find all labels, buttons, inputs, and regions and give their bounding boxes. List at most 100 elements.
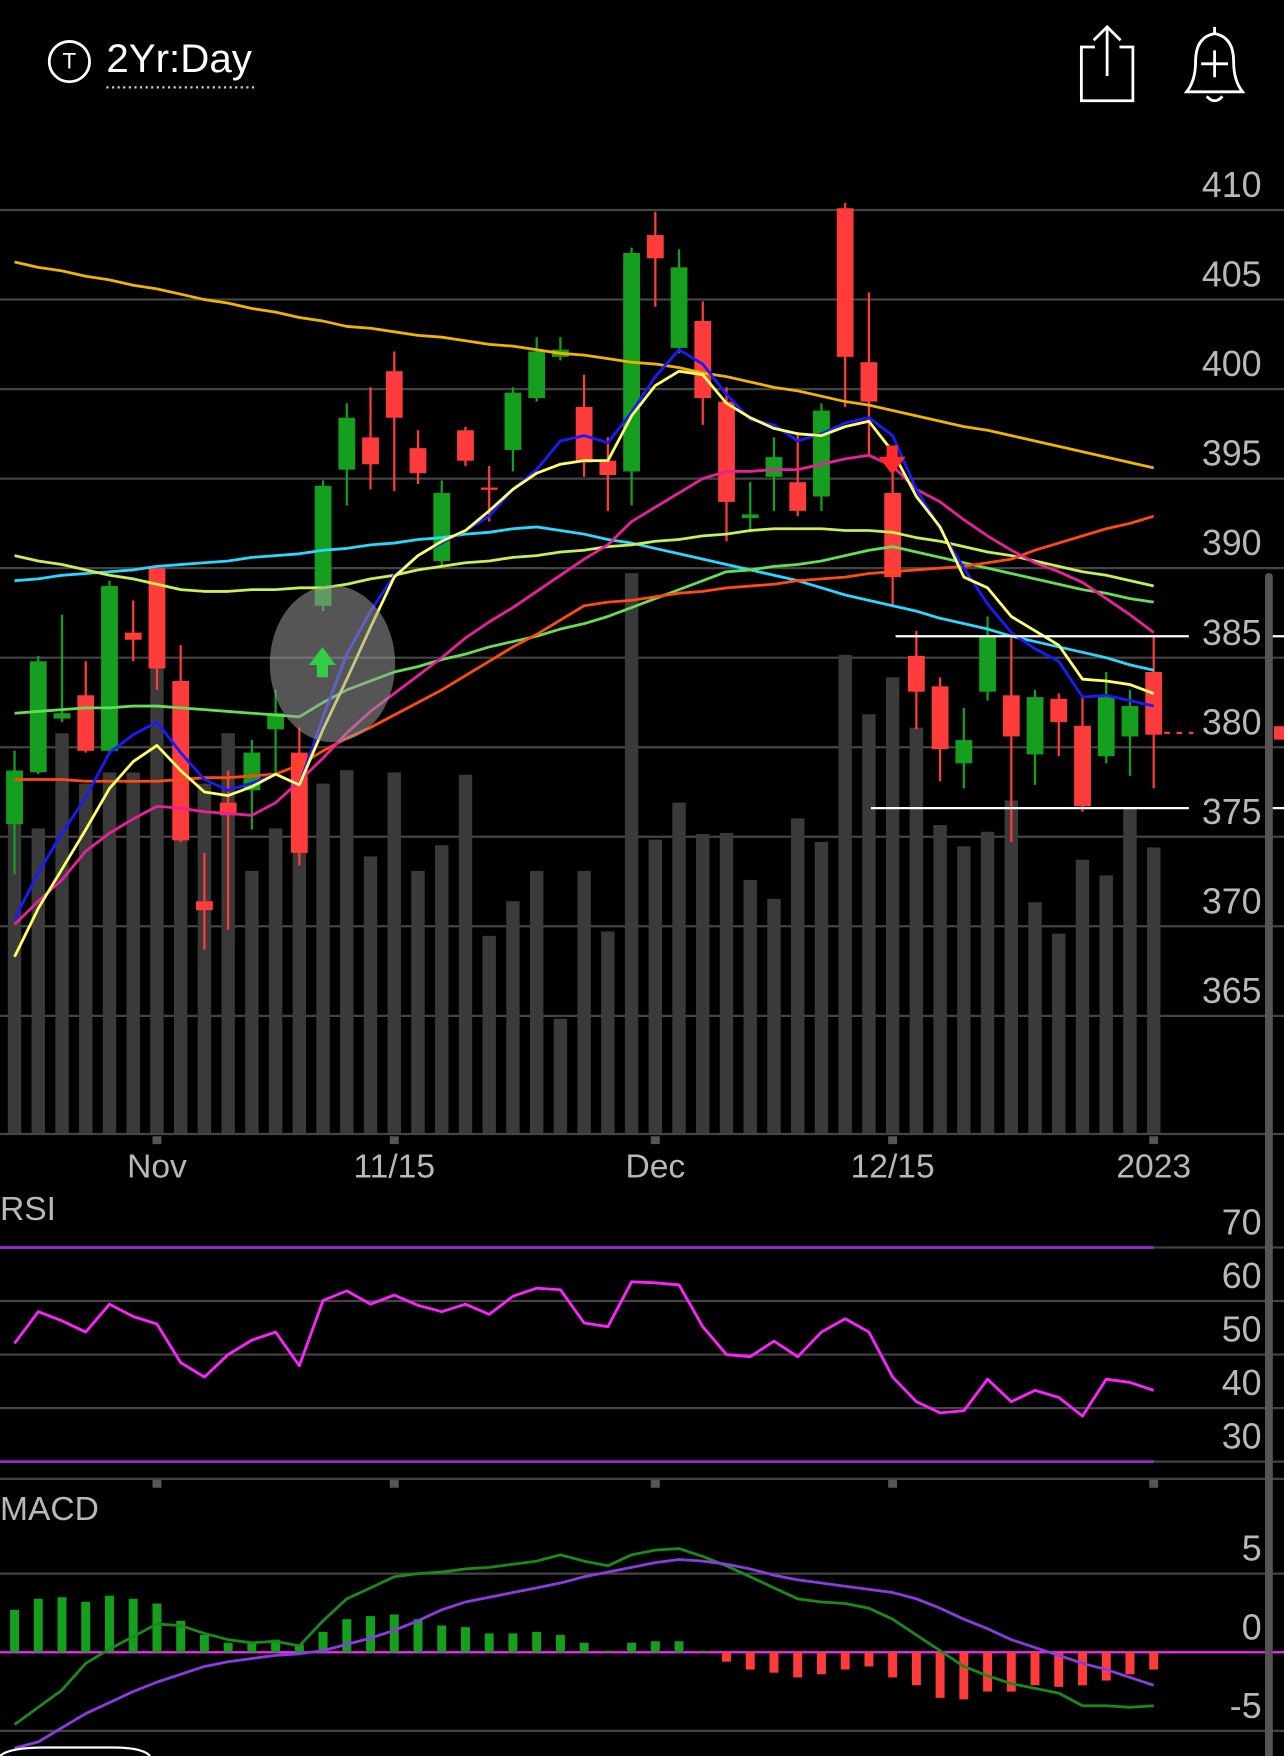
timeframe-title: 2Yr:Day	[106, 36, 252, 81]
x-tick-mark	[152, 1479, 162, 1488]
y-tick-label: 375	[1202, 792, 1262, 832]
macd-histogram-bar	[437, 1625, 447, 1653]
candle-body	[765, 457, 783, 477]
macd-histogram-bar	[579, 1642, 589, 1653]
macd-histogram-bar	[840, 1652, 850, 1670]
macd-histogram-bar	[81, 1601, 91, 1653]
last-price-marker	[1273, 726, 1284, 740]
macd-histogram-bar	[271, 1639, 281, 1653]
candle-body	[29, 661, 47, 773]
y-tick-label: 30	[1222, 1417, 1262, 1457]
candle-body	[504, 392, 522, 450]
macd-histogram-bar	[816, 1652, 826, 1675]
y-tick-label: 50	[1222, 1310, 1262, 1350]
volume-bar	[340, 770, 354, 1135]
x-tick-mark	[650, 1136, 660, 1145]
y-tick-label: 40	[1222, 1363, 1262, 1403]
candle-body	[979, 636, 996, 692]
candle-body	[789, 482, 807, 511]
volume-bar	[55, 733, 69, 1135]
volume-bar	[838, 654, 852, 1135]
macd-histogram-bar	[911, 1652, 921, 1686]
moving-average-line	[14, 545, 1154, 719]
y-tick-label: 60	[1222, 1256, 1262, 1296]
volume-bar	[1099, 875, 1113, 1135]
candle-body	[457, 430, 474, 461]
candle-body	[646, 235, 664, 259]
macd-histogram-bar	[33, 1598, 43, 1653]
macd-histogram-bar	[864, 1652, 874, 1667]
volume-bar	[221, 733, 235, 1135]
candle-body	[813, 410, 830, 497]
alert-button[interactable]	[1183, 26, 1246, 103]
volume-bar	[1123, 808, 1137, 1135]
volume-bar	[1004, 800, 1019, 1135]
candle-body	[362, 437, 379, 465]
candle-body	[860, 362, 878, 402]
candle-body	[172, 680, 190, 841]
macd-histogram-bar	[1149, 1652, 1159, 1670]
scrollbar[interactable]	[1264, 573, 1273, 1756]
y-tick-label: 395	[1202, 434, 1262, 474]
y-tick-label: 365	[1202, 971, 1262, 1011]
candle-body	[931, 686, 949, 750]
y-tick-label: 370	[1202, 881, 1262, 921]
candle-body	[836, 208, 854, 357]
moving-average-line	[13, 348, 1155, 920]
x-tick-label: 12/15	[851, 1149, 935, 1186]
y-tick-label: 0	[1242, 1607, 1262, 1647]
volume-bar	[743, 879, 757, 1135]
panel-title: RSI	[0, 1191, 56, 1228]
macd-histogram-bar	[460, 1627, 470, 1653]
volume-bar	[126, 772, 140, 1135]
volume-bar	[957, 846, 971, 1135]
x-tick-label: Dec	[625, 1149, 685, 1186]
macd-histogram-bar	[1054, 1652, 1064, 1687]
volume-bar	[980, 831, 995, 1135]
volume-bar	[1075, 859, 1090, 1135]
candle-body	[433, 492, 451, 561]
macd-line	[14, 1558, 1155, 1750]
macd-histogram-bar	[959, 1652, 969, 1700]
macd-histogram-bar	[793, 1652, 803, 1678]
share-arrow	[1092, 24, 1122, 77]
candle-body	[741, 514, 759, 519]
x-tick-mark	[389, 1479, 399, 1488]
macd-histogram-bar	[176, 1620, 186, 1653]
macd-histogram-bar	[10, 1609, 20, 1653]
macd-histogram-bar	[603, 1650, 613, 1653]
volume-bar	[482, 935, 496, 1135]
x-tick-mark	[152, 1136, 162, 1145]
ticker-icon	[47, 40, 91, 84]
volume-bar	[696, 834, 710, 1135]
macd-histogram-bar	[366, 1616, 376, 1653]
volume-bar	[363, 856, 378, 1135]
candle-body	[1050, 698, 1068, 723]
timeframe-selector[interactable]: T 2Yr:Day	[47, 36, 256, 89]
volume-bar	[672, 802, 686, 1135]
sell-signal-arrow	[878, 445, 906, 475]
candle-body	[338, 417, 356, 470]
moving-average-line	[14, 527, 1155, 593]
moving-average-line	[14, 525, 1155, 672]
candle-body	[314, 485, 332, 606]
bottom-sheet-edge	[0, 1746, 151, 1756]
volume-bar	[814, 841, 829, 1135]
y-tick-label: 410	[1202, 165, 1262, 205]
volume-bar	[862, 714, 876, 1135]
macd-histogram-bar	[342, 1619, 352, 1653]
y-tick-label: 390	[1202, 523, 1262, 563]
candle-body	[101, 586, 118, 751]
x-tick-label: Nov	[127, 1149, 187, 1186]
share-button[interactable]	[1079, 24, 1135, 103]
macd-histogram-bar	[247, 1642, 257, 1653]
volume-bar	[316, 783, 330, 1135]
y-tick-label: 70	[1222, 1203, 1262, 1243]
candle-body	[884, 492, 902, 578]
buy-signal-arrow	[308, 647, 336, 678]
macd-histogram-bar	[1125, 1652, 1135, 1675]
candle-body	[1097, 697, 1115, 757]
candle-body	[1121, 706, 1139, 737]
